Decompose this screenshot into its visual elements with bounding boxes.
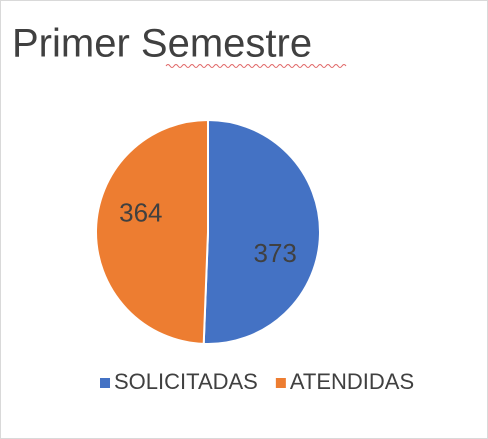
data-label: 364 bbox=[119, 198, 162, 228]
legend-swatch bbox=[100, 378, 110, 388]
spellcheck-underline bbox=[165, 64, 347, 68]
chart-title: Primer Semestre bbox=[12, 22, 312, 66]
data-label: 373 bbox=[253, 238, 296, 268]
legend-label: ATENDIDAS bbox=[290, 369, 414, 394]
legend-label: SOLICITADAS bbox=[114, 369, 258, 394]
pie-slice bbox=[95, 118, 209, 345]
legend-swatch bbox=[275, 378, 286, 388]
pie-slice bbox=[202, 118, 321, 345]
